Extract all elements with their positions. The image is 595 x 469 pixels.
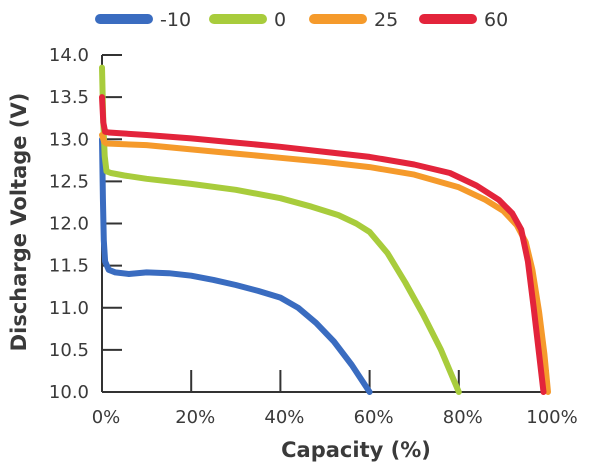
x-tick-label: 20% — [175, 407, 215, 428]
y-tick-label: 14.0 — [49, 45, 89, 66]
x-tick-label: 80% — [443, 407, 483, 428]
legend-item-25: 25 — [309, 9, 398, 31]
legend-label: -10 — [160, 9, 191, 31]
legend-item-60: 60 — [419, 9, 508, 31]
legend-item--10: -10 — [95, 9, 191, 31]
y-tick-label: 10.0 — [49, 382, 89, 403]
y-tick-label: 13.0 — [49, 129, 89, 150]
y-tick-label: 13.5 — [49, 87, 89, 108]
series-line-0 — [99, 64, 462, 395]
legend-label: 25 — [374, 9, 398, 31]
y-tick-label: 12.5 — [49, 171, 89, 192]
x-tick-label: 100% — [526, 407, 577, 428]
chart-legend: -10 0 25 60 — [95, 9, 508, 31]
series-line-60 — [99, 94, 547, 395]
x-tick-label: 40% — [264, 407, 304, 428]
y-tick-label: 11.5 — [49, 256, 89, 277]
y-tick-label: 12.0 — [49, 214, 89, 235]
legend-label: 60 — [484, 9, 508, 31]
legend-item-0: 0 — [209, 9, 286, 31]
series-line-25 — [99, 132, 551, 395]
y-tick-label: 10.5 — [49, 340, 89, 361]
x-axis-title: Capacity (%) — [281, 438, 431, 462]
y-tick-label: 11.0 — [49, 298, 89, 319]
x-axis: 0% 20% 40% 60% 80% 100% — [92, 370, 578, 428]
plot-area — [99, 64, 551, 395]
series-line--10 — [99, 136, 373, 395]
legend-label: 0 — [274, 9, 286, 31]
x-tick-label: 0% — [92, 407, 121, 428]
x-tick-label: 60% — [354, 407, 394, 428]
y-axis-title: Discharge Voltage (V) — [7, 93, 31, 352]
y-axis: 10.0 10.5 11.0 11.5 12.0 12.5 13.0 13.5 14.0 — [49, 45, 122, 403]
